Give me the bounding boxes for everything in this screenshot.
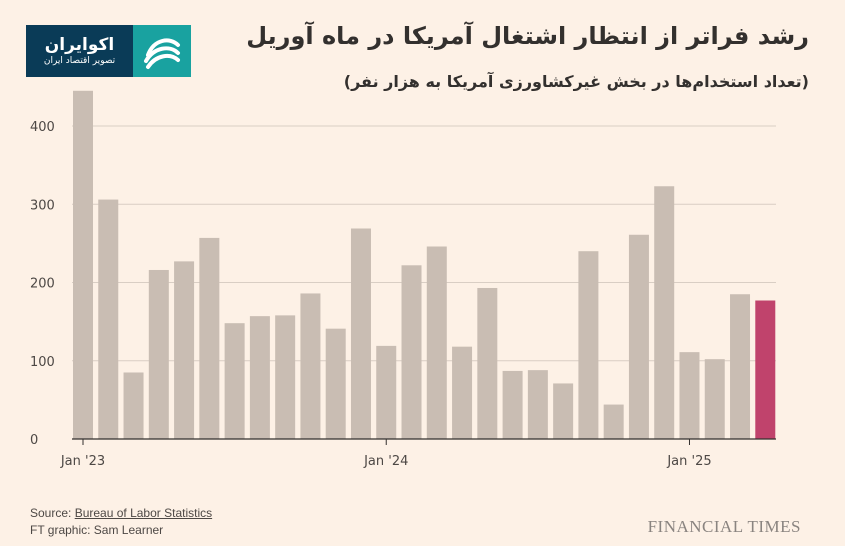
logo-tagline: تصویر اقتصاد ایران: [43, 56, 116, 66]
bar: [477, 287, 498, 439]
bar: [174, 261, 195, 439]
y-tick-label: 300: [30, 198, 55, 213]
bar: [98, 199, 119, 439]
bar: [350, 228, 371, 439]
bar: [249, 316, 270, 439]
source-link[interactable]: Bureau of Labor Statistics: [74, 506, 213, 520]
chart-subtitle: (تعداد استخدام‌ها در بخش غیرکشاورزی آمری…: [343, 72, 809, 91]
bar: [654, 186, 675, 439]
y-tick-label: 200: [30, 277, 55, 292]
x-tick-label: Jan '25: [666, 454, 711, 469]
bar: [679, 352, 700, 439]
bar: [376, 345, 397, 439]
y-tick-label: 400: [30, 120, 55, 135]
bar: [199, 237, 220, 439]
bar: [578, 251, 599, 439]
bar: [300, 293, 321, 439]
bar: [553, 383, 574, 439]
ft-brand-logo: FINANCIAL TIMES: [647, 517, 801, 536]
y-tick-label: 0: [30, 433, 38, 448]
bar: [148, 269, 169, 439]
logo-wordmark: اکوایران تصویر اقتصاد ایران: [26, 25, 133, 77]
bar: [275, 315, 296, 439]
bar: [123, 372, 144, 439]
bar: [527, 370, 548, 439]
bar: [224, 323, 245, 439]
bar: [325, 328, 346, 439]
bar: [628, 234, 649, 439]
logo-name: اکوایران: [44, 35, 115, 55]
source-line: Source: Bureau of Labor Statistics: [30, 506, 212, 520]
chart-title: رشد فراتر از انتظار اشتغال آمریکا در ماه…: [246, 22, 809, 50]
logo-swirl-icon: [144, 38, 180, 69]
y-tick-label: 100: [30, 355, 55, 370]
bar: [452, 346, 473, 439]
bar: [502, 370, 523, 439]
bar: [704, 359, 725, 439]
bar: [426, 246, 447, 439]
bar: [401, 265, 422, 439]
bar: [730, 294, 751, 439]
bar: [603, 404, 624, 439]
logo-emblem-icon: [133, 25, 191, 77]
x-tick-label: Jan '23: [60, 454, 105, 469]
x-tick-label: Jan '24: [363, 454, 408, 469]
graphic-credit: FT graphic: Sam Learner: [30, 523, 164, 537]
bar: [73, 90, 93, 439]
bar-highlight: [755, 300, 776, 439]
source-prefix: Source:: [30, 506, 75, 520]
ecoiran-logo: اکوایران تصویر اقتصاد ایران: [26, 25, 191, 77]
